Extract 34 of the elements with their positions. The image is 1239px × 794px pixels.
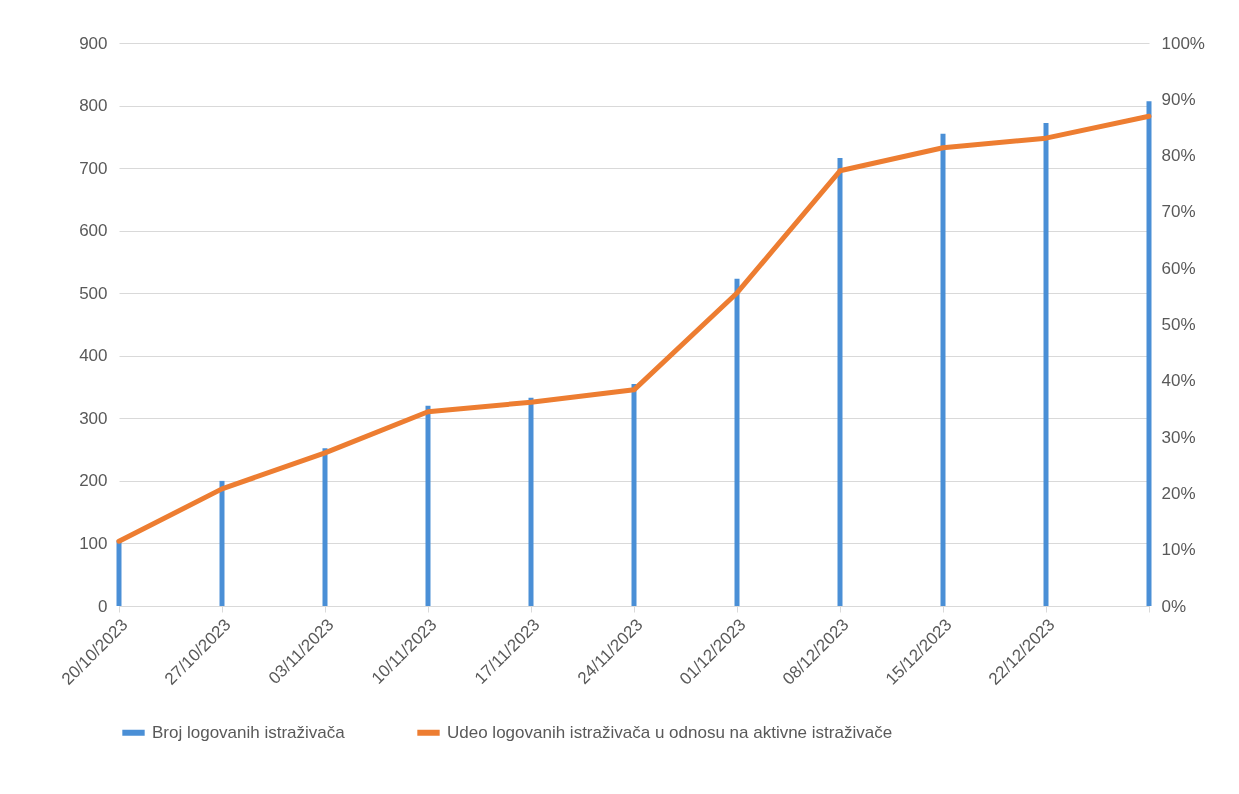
y2-tick-label: 30% bbox=[1161, 427, 1196, 447]
bar bbox=[322, 448, 328, 606]
y-tick-label: 500 bbox=[79, 283, 108, 303]
y2-tick-label: 20% bbox=[1161, 483, 1196, 503]
bar bbox=[528, 397, 534, 606]
bar bbox=[1146, 101, 1152, 606]
y-tick-label: 700 bbox=[79, 158, 108, 178]
y-tick-label: 0 bbox=[98, 596, 108, 616]
y-tick-label: 300 bbox=[79, 408, 108, 428]
bar bbox=[219, 480, 225, 606]
y2-tick-label: 70% bbox=[1161, 202, 1196, 222]
bar bbox=[940, 133, 946, 606]
bar bbox=[116, 540, 122, 606]
y-tick-label: 200 bbox=[79, 471, 108, 491]
y2-tick-label: 10% bbox=[1161, 540, 1196, 560]
y-tick-label: 800 bbox=[79, 96, 108, 116]
bar bbox=[837, 158, 843, 606]
y-tick-label: 400 bbox=[79, 346, 108, 366]
y2-tick-label: 80% bbox=[1161, 146, 1196, 166]
bar bbox=[1043, 123, 1049, 606]
y2-tick-label: 0% bbox=[1161, 596, 1187, 616]
y2-tick-label: 90% bbox=[1161, 89, 1196, 109]
bar bbox=[425, 405, 431, 606]
legend-label: Broj logovanih istraživača bbox=[152, 722, 346, 742]
bar bbox=[734, 278, 740, 606]
y2-tick-label: 100% bbox=[1161, 33, 1205, 53]
y-tick-label: 600 bbox=[79, 221, 108, 241]
bar bbox=[631, 383, 637, 606]
y-tick-label: 100 bbox=[79, 533, 108, 553]
y2-tick-label: 40% bbox=[1161, 371, 1196, 391]
y2-tick-label: 60% bbox=[1161, 258, 1196, 278]
y-tick-label: 900 bbox=[79, 33, 108, 53]
y2-tick-label: 50% bbox=[1161, 315, 1196, 334]
legend-label: Udeo logovanih istraživača u odnosu na aktivne istraživače bbox=[447, 722, 893, 742]
